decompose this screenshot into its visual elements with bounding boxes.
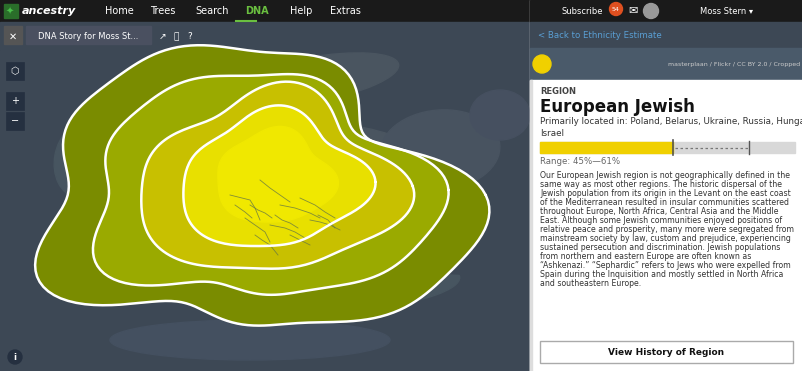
- Ellipse shape: [54, 123, 110, 197]
- Text: relative peace and prosperity, many more were segregated from: relative peace and prosperity, many more…: [539, 225, 793, 234]
- Text: ancestry: ancestry: [22, 7, 76, 16]
- Bar: [529, 22, 802, 48]
- Text: Jewish population from its origin in the Levant on the east coast: Jewish population from its origin in the…: [539, 189, 790, 198]
- Ellipse shape: [164, 122, 455, 267]
- Ellipse shape: [280, 261, 459, 309]
- Ellipse shape: [419, 246, 500, 274]
- Bar: [529, 80, 532, 371]
- Text: +: +: [11, 96, 19, 106]
- Text: ⬡: ⬡: [10, 66, 19, 76]
- Text: Home: Home: [105, 7, 134, 16]
- Text: ✦: ✦: [6, 7, 14, 16]
- Text: Our European Jewish region is not geographically defined in the: Our European Jewish region is not geogra…: [539, 171, 789, 180]
- Bar: [4, 4, 18, 18]
- Polygon shape: [183, 105, 375, 246]
- Text: i: i: [14, 353, 17, 362]
- Text: mainstream society by law, custom and prejudice, experiencing: mainstream society by law, custom and pr…: [539, 234, 790, 243]
- Bar: [6, 112, 24, 130]
- Text: DNA: DNA: [245, 7, 269, 16]
- Text: REGION: REGION: [539, 87, 575, 96]
- Text: ✕: ✕: [9, 32, 17, 42]
- Circle shape: [8, 350, 22, 364]
- Text: Subscribe: Subscribe: [561, 7, 602, 16]
- Text: from northern and eastern Europe are often known as: from northern and eastern Europe are oft…: [539, 252, 751, 261]
- Ellipse shape: [63, 237, 128, 293]
- Ellipse shape: [469, 90, 529, 140]
- Bar: [529, 0, 802, 22]
- Text: ✉: ✉: [627, 7, 637, 16]
- Bar: [529, 80, 802, 371]
- Text: European Jewish: European Jewish: [539, 98, 694, 116]
- Text: 54: 54: [611, 7, 619, 12]
- Bar: [539, 142, 672, 153]
- Text: throughout Europe, North Africa, Central Asia and the Middle: throughout Europe, North Africa, Central…: [539, 207, 777, 216]
- Polygon shape: [35, 45, 488, 326]
- Bar: [6, 92, 24, 110]
- Ellipse shape: [379, 110, 500, 190]
- Ellipse shape: [160, 56, 239, 114]
- Ellipse shape: [110, 320, 390, 360]
- Bar: [529, 0, 802, 371]
- Text: of the Mediterranean resulted in insular communities scattered: of the Mediterranean resulted in insular…: [539, 198, 788, 207]
- Text: Moss Stern ▾: Moss Stern ▾: [699, 7, 752, 16]
- Text: Range: 45%—61%: Range: 45%—61%: [539, 157, 619, 166]
- Text: “Ashkenazi.” “Sephardic” refers to Jews who were expelled from: “Ashkenazi.” “Sephardic” refers to Jews …: [539, 261, 790, 270]
- Text: −: −: [11, 116, 19, 126]
- Text: Help: Help: [290, 7, 312, 16]
- Ellipse shape: [221, 53, 399, 107]
- Text: < Back to Ethnicity Estimate: < Back to Ethnicity Estimate: [537, 31, 661, 40]
- Text: View History of Region: View History of Region: [608, 348, 723, 357]
- Text: same way as most other regions. The historic dispersal of the: same way as most other regions. The hist…: [539, 180, 781, 189]
- Text: Trees: Trees: [150, 7, 175, 16]
- Text: Primarily located in: Poland, Belarus, Ukraine, Russia, Hungary,
Israel: Primarily located in: Poland, Belarus, U…: [539, 117, 802, 138]
- Bar: [539, 142, 794, 153]
- Circle shape: [533, 55, 550, 73]
- Text: sustained persecution and discrimination. Jewish populations: sustained persecution and discrimination…: [539, 243, 780, 252]
- Bar: [529, 48, 802, 80]
- Circle shape: [642, 3, 658, 19]
- Polygon shape: [217, 127, 338, 222]
- Text: 🖨: 🖨: [173, 32, 179, 41]
- Text: Spain during the Inquisition and mostly settled in North Africa: Spain during the Inquisition and mostly …: [539, 270, 783, 279]
- Ellipse shape: [80, 111, 110, 139]
- Polygon shape: [141, 82, 414, 269]
- Text: masterplaan / Flickr / CC BY 2.0 / Cropped: masterplaan / Flickr / CC BY 2.0 / Cropp…: [667, 62, 799, 67]
- Bar: [6, 62, 24, 80]
- Bar: [554, 3, 610, 19]
- Text: ?: ?: [188, 32, 192, 41]
- Bar: [0, 50, 529, 371]
- Polygon shape: [93, 74, 448, 295]
- Text: DNA Story for Moss St...: DNA Story for Moss St...: [38, 32, 138, 41]
- Circle shape: [609, 3, 622, 16]
- Text: and southeastern Europe.: and southeastern Europe.: [539, 279, 641, 288]
- Bar: [0, 0, 802, 22]
- Bar: [4, 26, 22, 44]
- Text: ↗: ↗: [158, 32, 165, 41]
- Bar: [0, 22, 529, 50]
- Text: Extras: Extras: [330, 7, 360, 16]
- Bar: [26, 26, 151, 44]
- Text: Search: Search: [195, 7, 229, 16]
- Text: East. Although some Jewish communities enjoyed positions of: East. Although some Jewish communities e…: [539, 216, 781, 225]
- Bar: [539, 341, 792, 363]
